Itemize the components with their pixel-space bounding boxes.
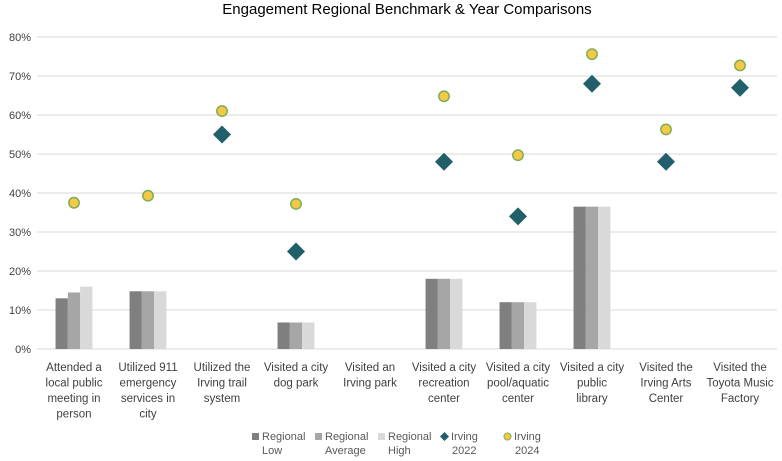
bar-regional-low [573, 206, 586, 349]
marker-irving-2024 [660, 123, 672, 136]
y-tick-label: 60% [9, 110, 31, 122]
marker-irving-2022 [213, 125, 231, 144]
marker-irving-2024 [734, 59, 746, 72]
x-axis-labels: Attended a local public meeting in person Ut… [46, 362, 774, 421]
legend-swatch [440, 432, 449, 441]
bar-marks [55, 206, 611, 349]
x-category-label: Visited a city pool/aquatic center [486, 362, 551, 405]
bar-regional-low [55, 298, 68, 349]
x-category-label: Visited a city recreation center [412, 362, 477, 405]
marker-irving-2024 [142, 189, 154, 202]
x-category-label: Utilized the Irving trail system [194, 362, 251, 405]
x-category-label: Attended a local public meeting in person [46, 362, 103, 421]
x-category-label: Visited a city public library [560, 362, 625, 405]
marker-irving-2022 [435, 152, 453, 171]
legend-swatch [503, 432, 512, 441]
legend-label: Irving 2024 [514, 431, 541, 457]
bar-regional-average [289, 322, 303, 349]
y-tick-label: 50% [9, 149, 31, 161]
bar-regional-low [129, 291, 142, 349]
marker-irving-2024 [586, 48, 598, 61]
x-category-label: Visited an Irving park [343, 362, 397, 390]
marker-irving-2022 [509, 207, 527, 226]
marker-irving-2024 [438, 90, 450, 103]
marker-irving-2024 [68, 196, 80, 209]
x-category-label: Utilized 911 emergency services in city [118, 362, 177, 421]
legend-label: Regional Average [325, 431, 368, 457]
point-marks [68, 48, 749, 261]
marker-irving-2024 [290, 197, 302, 210]
legend: Regional Low Regional Average Regional High Ir… [252, 431, 541, 457]
legend-swatch [252, 433, 259, 440]
y-tick-label: 40% [9, 188, 31, 200]
bar-regional-low [499, 302, 512, 349]
chart-title: Engagement Regional Benchmark & Year Com… [222, 1, 591, 18]
marker-irving-2022 [583, 74, 601, 93]
bar-regional-average [511, 302, 525, 349]
marker-irving-2022 [731, 78, 749, 97]
legend-swatch [315, 433, 322, 440]
x-category-label: Visited the Irving Arts Center [639, 362, 693, 405]
x-category-label: Visited a city dog park [264, 362, 329, 390]
bar-regional-average [141, 291, 155, 349]
bar-regional-average [585, 206, 599, 349]
bar-regional-high [154, 291, 167, 349]
y-tick-label: 80% [9, 32, 31, 44]
bar-regional-high [598, 206, 611, 349]
legend-swatch [378, 433, 385, 440]
bar-regional-high [524, 302, 537, 349]
bar-regional-average [437, 278, 451, 349]
y-tick-label: 10% [9, 305, 31, 317]
y-tick-label: 0% [15, 344, 31, 356]
bar-regional-low [425, 278, 438, 349]
y-tick-label: 70% [9, 71, 31, 83]
y-axis-ticks: 0% 10% 20% 30% 40% 50% 60% 70% 80% [9, 32, 31, 356]
legend-label: Irving 2022 [451, 431, 478, 457]
x-category-label: Visited the Toyota Music Factory [706, 362, 773, 405]
bar-regional-high [302, 322, 315, 349]
bar-regional-high [450, 278, 463, 349]
marker-irving-2022 [657, 152, 675, 171]
legend-label: Regional High [388, 431, 431, 457]
y-tick-label: 20% [9, 266, 31, 278]
marker-irving-2024 [512, 149, 524, 162]
bar-regional-average [67, 292, 81, 349]
y-tick-label: 30% [9, 227, 31, 239]
bar-regional-high [80, 286, 93, 349]
marker-irving-2022 [287, 242, 305, 261]
marker-irving-2024 [216, 105, 228, 118]
legend-label: Regional Low [262, 431, 305, 457]
bar-regional-low [277, 322, 290, 349]
